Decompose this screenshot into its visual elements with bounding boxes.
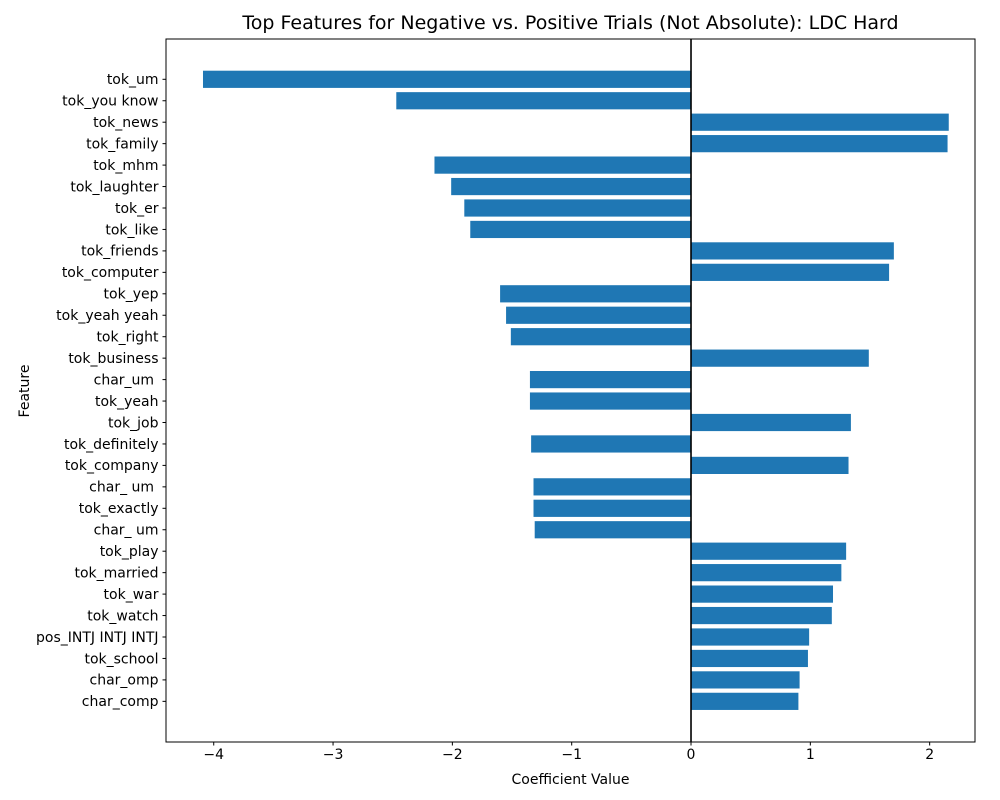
y-tick-label: tok_definitely <box>64 437 159 453</box>
y-tick-label: tok_laughter <box>70 179 158 195</box>
bar <box>691 135 948 153</box>
x-tick-label: −1 <box>561 747 582 763</box>
bar <box>533 478 692 496</box>
bar <box>533 499 692 517</box>
bar <box>691 585 834 603</box>
bar <box>691 628 810 646</box>
bar <box>691 113 949 131</box>
bar <box>529 392 692 410</box>
bar <box>500 285 692 303</box>
bar <box>691 692 799 710</box>
y-tick-label: tok_er <box>115 201 159 217</box>
y-tick-label: tok_family <box>86 136 158 152</box>
plot-frame <box>165 38 976 743</box>
y-tick-label: tok_um <box>107 72 159 88</box>
y-tick-label: tok_you know <box>62 94 158 110</box>
bar <box>434 156 692 174</box>
bar <box>531 435 692 453</box>
bar <box>510 328 692 346</box>
bar <box>691 542 847 560</box>
x-tick-label: 1 <box>806 747 815 763</box>
bar <box>691 456 849 474</box>
y-tick-label: tok_play <box>100 544 159 560</box>
x-tick-label: 0 <box>687 747 696 763</box>
y-tick-label: pos_INTJ INTJ INTJ <box>36 630 159 646</box>
bar <box>451 177 692 196</box>
bar <box>534 521 692 539</box>
y-tick-label: tok_married <box>74 565 158 581</box>
x-axis-label: Coefficient Value <box>511 772 630 788</box>
bar <box>691 413 851 432</box>
y-tick-label: tok_job <box>108 415 159 431</box>
x-tick-label: 2 <box>925 747 934 763</box>
y-tick-label: tok_company <box>65 458 159 474</box>
bar <box>202 70 692 88</box>
bar <box>691 606 832 625</box>
y-tick-label: tok_computer <box>62 265 159 281</box>
bar <box>470 220 692 239</box>
y-tick-label: tok_yeah <box>95 394 159 410</box>
bar <box>529 371 692 389</box>
y-tick-label: tok_war <box>104 587 159 603</box>
y-tick-label: char_ um <box>89 480 158 496</box>
chart-title: Top Features for Negative vs. Positive T… <box>242 12 899 34</box>
y-tick-label: tok_yeah yeah <box>56 308 158 324</box>
bar <box>691 564 842 582</box>
y-tick-label: tok_business <box>68 351 158 367</box>
bar <box>691 263 890 281</box>
y-tick-label: tok_mhm <box>93 158 158 174</box>
y-tick-label: tok_right <box>96 330 159 346</box>
x-tick-label: −3 <box>323 747 344 763</box>
x-tick-label: −2 <box>442 747 463 763</box>
bar <box>691 671 800 689</box>
y-tick-label: tok_yep <box>104 287 159 303</box>
bar <box>506 306 692 324</box>
y-tick-label: tok_school <box>84 651 158 667</box>
bar <box>691 242 894 260</box>
y-tick-label: char_um <box>94 372 159 388</box>
y-tick-label: char_omp <box>90 673 159 689</box>
y-tick-label: tok_like <box>105 222 158 238</box>
bar <box>691 649 808 668</box>
y-tick-label: char_comp <box>82 694 159 710</box>
bar <box>396 92 692 110</box>
y-tick-label: tok_exactly <box>79 501 159 517</box>
y-tick-label: tok_friends <box>81 244 158 260</box>
bar <box>464 199 692 217</box>
y-tick-label: char_ um <box>94 523 159 539</box>
y-tick-label: tok_watch <box>87 608 158 624</box>
bar <box>691 349 869 367</box>
x-tick-label: −4 <box>203 747 224 763</box>
y-tick-label: tok_news <box>93 115 158 131</box>
